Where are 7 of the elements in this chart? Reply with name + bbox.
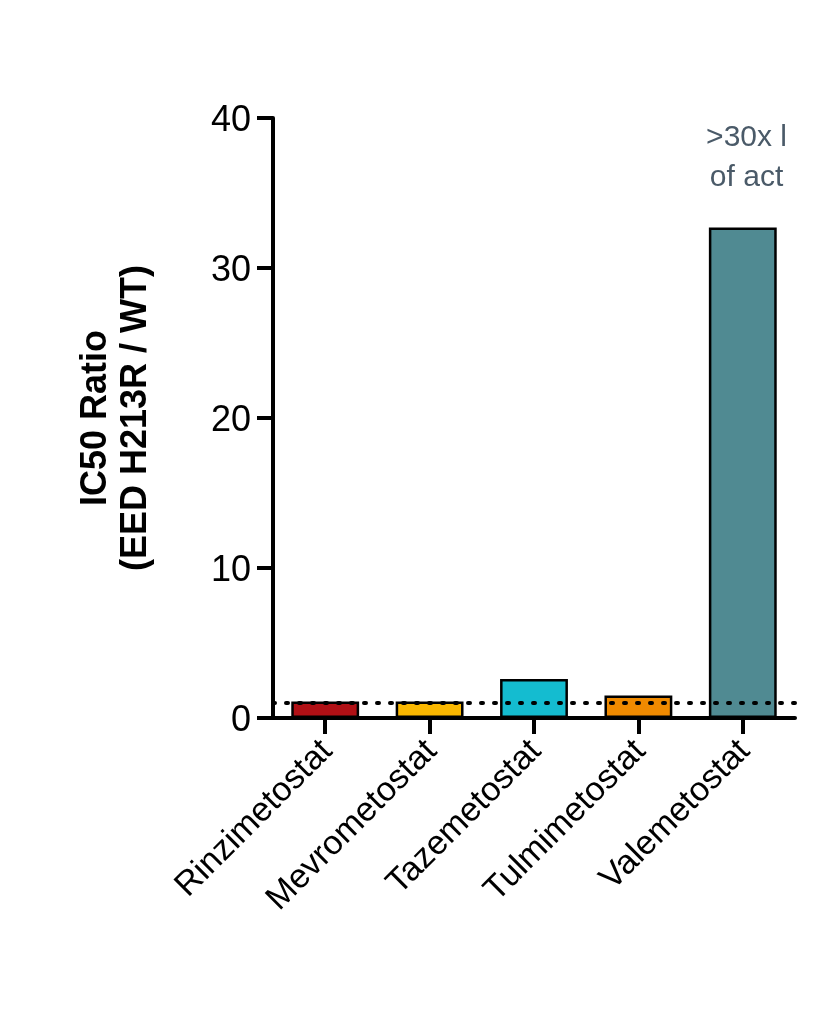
y-axis-title: IC50 Ratio (EED H213R / WT) — [72, 264, 154, 572]
y-tick-label: 10 — [210, 547, 251, 589]
annotation: >30x l of act — [706, 118, 787, 192]
y-tick-label: 30 — [210, 247, 251, 289]
y-tick-label: 0 — [230, 697, 251, 739]
y-tick-label: 40 — [210, 97, 251, 139]
y-tick-label: 20 — [210, 397, 251, 439]
